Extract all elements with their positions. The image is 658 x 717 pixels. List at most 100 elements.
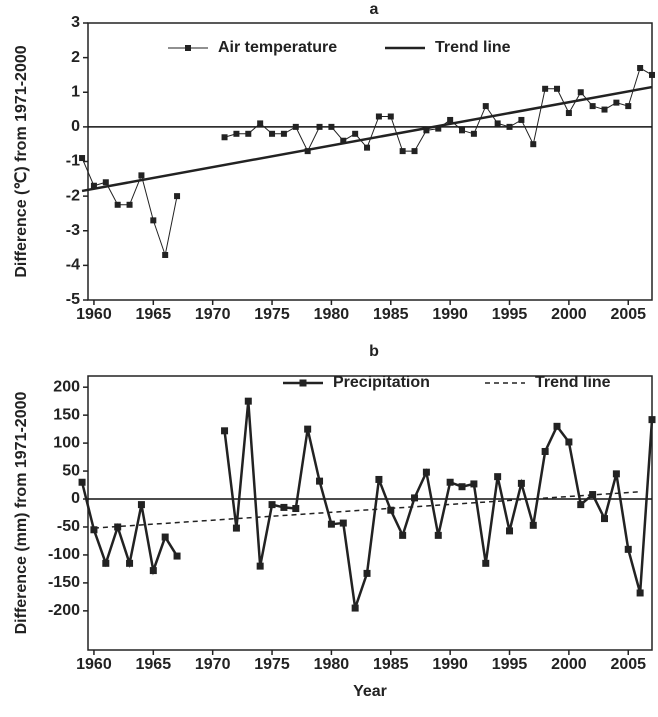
y-tick-label: -200	[48, 602, 80, 619]
y-tick-label: -100	[48, 546, 80, 563]
data-point	[589, 103, 596, 110]
data-point	[328, 123, 335, 130]
data-point	[292, 123, 299, 130]
data-point	[482, 559, 490, 567]
y-tick-label: -50	[57, 518, 80, 535]
data-point	[541, 447, 549, 455]
data-point	[174, 193, 181, 200]
data-point	[434, 531, 442, 539]
data-point	[470, 130, 477, 137]
data-point	[447, 116, 454, 123]
data-point	[422, 468, 430, 476]
x-tick-label: 2005	[610, 306, 646, 323]
data-point	[411, 494, 419, 502]
data-point	[126, 559, 134, 567]
data-point	[339, 519, 347, 527]
data-point	[304, 148, 311, 155]
data-point	[637, 65, 644, 72]
data-point	[162, 251, 169, 258]
plot-frame	[87, 22, 653, 301]
data-point	[221, 134, 228, 141]
y-tick-label: 0	[71, 118, 80, 135]
data-point	[577, 89, 584, 96]
data-point	[648, 416, 656, 424]
data-point	[232, 524, 240, 532]
x-tick-label: 1970	[195, 306, 231, 323]
data-point	[114, 201, 121, 208]
data-point	[577, 501, 585, 509]
data-point	[636, 589, 644, 597]
data-point	[257, 120, 264, 127]
x-tick-label: 1985	[373, 306, 409, 323]
data-point	[149, 567, 157, 575]
chart-title: b	[369, 343, 379, 360]
data-point	[102, 559, 110, 567]
data-point	[233, 130, 240, 137]
data-point	[102, 179, 109, 186]
data-point	[482, 103, 489, 110]
y-tick-label: -150	[48, 574, 80, 591]
data-point	[316, 477, 324, 485]
x-tick-label: 1970	[195, 656, 231, 673]
data-point	[423, 127, 430, 134]
plot-frame	[87, 375, 653, 651]
data-point	[613, 99, 620, 106]
data-point	[470, 480, 478, 488]
data-point	[150, 217, 157, 224]
trend-line	[93, 491, 641, 529]
data-point	[161, 533, 169, 541]
y-axis-label: Difference (℃) from 1971-2000	[13, 45, 30, 277]
y-axis-label: Difference (mm) from 1971-2000	[13, 392, 30, 635]
data-point	[506, 527, 514, 535]
data-point	[268, 501, 276, 509]
y-tick-label: -5	[66, 291, 80, 308]
data-point	[221, 427, 229, 435]
x-tick-label: 2005	[610, 656, 646, 673]
data-point	[245, 130, 252, 137]
x-axis-label: Year	[353, 683, 387, 700]
data-point	[565, 110, 572, 117]
x-tick-label: 1960	[76, 306, 112, 323]
data-point	[90, 526, 98, 534]
data-point	[399, 531, 407, 539]
data-point	[506, 123, 513, 130]
data-point	[399, 148, 406, 155]
data-point	[446, 478, 454, 486]
x-tick-label: 1975	[254, 656, 290, 673]
y-tick-label: 200	[53, 378, 80, 395]
data-point	[340, 137, 347, 144]
legend-label: Precipitation	[333, 374, 430, 391]
y-tick-label: -3	[66, 222, 80, 239]
x-tick-label: 1995	[492, 306, 528, 323]
x-tick-label: 1990	[432, 306, 468, 323]
data-point	[114, 523, 122, 531]
y-tick-label: 100	[53, 434, 80, 451]
x-tick-label: 1985	[373, 656, 409, 673]
x-tick-label: 1980	[314, 656, 350, 673]
data-point	[387, 113, 394, 120]
data-point	[292, 505, 300, 513]
data-point	[351, 604, 359, 612]
data-point	[542, 85, 549, 92]
data-point	[327, 520, 335, 528]
data-point	[78, 478, 86, 486]
x-tick-label: 1965	[136, 656, 172, 673]
data-point	[601, 106, 608, 113]
x-tick-label: 1960	[76, 656, 112, 673]
legend-label: Trend line	[535, 374, 611, 391]
data-point	[126, 201, 133, 208]
y-tick-label: -1	[66, 153, 80, 170]
x-tick-label: 1995	[492, 656, 528, 673]
data-point	[518, 116, 525, 123]
data-line	[81, 67, 653, 257]
data-point	[363, 569, 371, 577]
data-line	[80, 401, 654, 609]
data-point	[316, 123, 323, 130]
data-point	[411, 148, 418, 155]
x-tick-label: 2000	[551, 656, 587, 673]
data-point	[304, 425, 312, 433]
data-point	[494, 473, 502, 481]
data-point	[280, 130, 287, 137]
y-tick-label: 50	[62, 462, 80, 479]
